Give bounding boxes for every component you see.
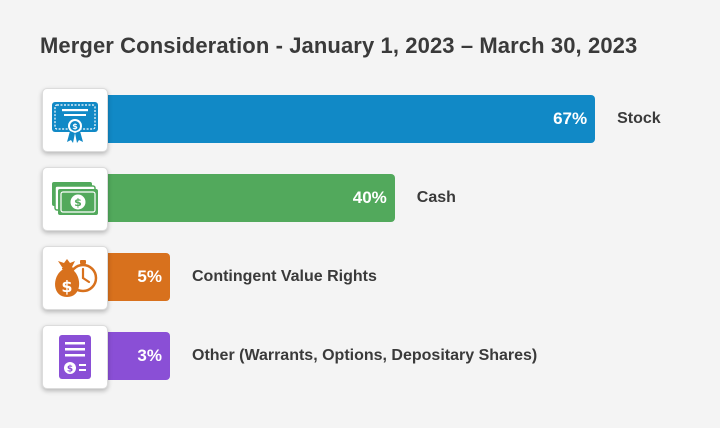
value-label: 40%: [352, 188, 387, 207]
svg-text:$: $: [72, 122, 78, 131]
bar-row: 40% Cash $: [0, 167, 720, 247]
document-dollar-icon: $: [42, 325, 108, 389]
money-bag-clock-icon: $: [42, 246, 108, 310]
svg-text:$: $: [74, 196, 82, 209]
category-label: Contingent Value Rights: [192, 268, 377, 285]
stock-certificate-icon: $: [42, 88, 108, 152]
category-label: Stock: [617, 110, 661, 127]
bar: [98, 174, 395, 222]
value-label: 3%: [137, 346, 162, 365]
bar: [98, 95, 596, 143]
bar: [98, 253, 170, 301]
value-label: 5%: [137, 267, 162, 286]
cash-bills-icon: $: [42, 167, 108, 231]
bar: [98, 332, 170, 380]
svg-text:$: $: [61, 277, 72, 296]
chart-title: Merger Consideration - January 1, 2023 –…: [40, 33, 638, 58]
bar-row: 5% Contingent Value Rights $: [0, 246, 720, 326]
category-label: Cash: [416, 189, 456, 206]
category-label: Other (Warrants, Options, Depositary Sha…: [192, 347, 538, 364]
svg-text:$: $: [67, 365, 73, 375]
bar-row: 67% Stock $: [0, 88, 720, 168]
bar-row: 3% Other (Warrants, Options, Depositary S…: [0, 325, 720, 405]
value-label: 67%: [553, 109, 588, 128]
